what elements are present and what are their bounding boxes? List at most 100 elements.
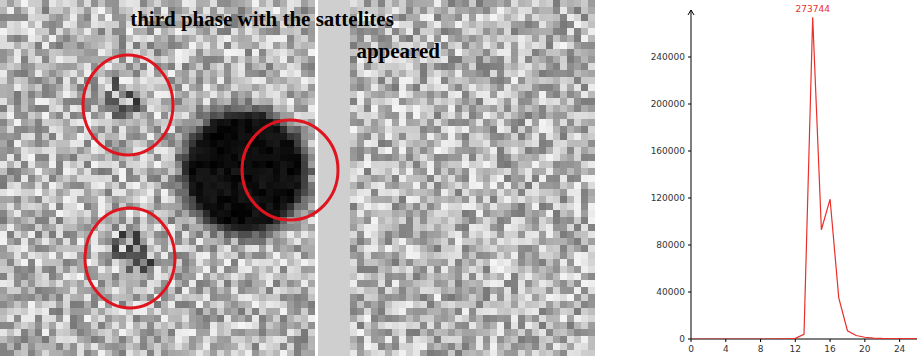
- pixel: [126, 63, 133, 70]
- pixel: [399, 14, 406, 21]
- pixel: [28, 7, 35, 14]
- pixel: [588, 119, 595, 126]
- pixel: [455, 35, 462, 42]
- pixel: [21, 28, 28, 35]
- pixel: [539, 154, 546, 161]
- pixel: [532, 49, 539, 56]
- pixel: [105, 133, 112, 140]
- pixel: [301, 161, 308, 168]
- pixel: [280, 77, 287, 84]
- pixel: [581, 112, 588, 119]
- pixel: [567, 147, 574, 154]
- pixel: [434, 154, 441, 161]
- pixel: [518, 168, 525, 175]
- pixel: [175, 84, 182, 91]
- pixel: [224, 126, 231, 133]
- pixel: [490, 91, 497, 98]
- pixel: [504, 133, 511, 140]
- pixel: [357, 112, 364, 119]
- pixel: [119, 140, 126, 147]
- pixel: [217, 49, 224, 56]
- pixel: [497, 154, 504, 161]
- pixel: [168, 154, 175, 161]
- pixel: [490, 63, 497, 70]
- pixel: [434, 112, 441, 119]
- pixel: [350, 133, 357, 140]
- pixel: [287, 42, 294, 49]
- pixel: [581, 91, 588, 98]
- pixel: [385, 119, 392, 126]
- pixel: [462, 0, 469, 7]
- pixel: [574, 133, 581, 140]
- pixel: [483, 126, 490, 133]
- pixel: [28, 35, 35, 42]
- pixel: [7, 126, 14, 133]
- pixel: [455, 70, 462, 77]
- pixel: [266, 147, 273, 154]
- pixel: [560, 63, 567, 70]
- pixel: [56, 0, 63, 7]
- pixel: [77, 140, 84, 147]
- pixel: [406, 70, 413, 77]
- pixel: [98, 21, 105, 28]
- pixel: [378, 168, 385, 175]
- pixel: [126, 168, 133, 175]
- pixel: [119, 133, 126, 140]
- pixel: [378, 77, 385, 84]
- pixel: [364, 154, 371, 161]
- pixel: [182, 63, 189, 70]
- pixel: [539, 49, 546, 56]
- pixel: [7, 168, 14, 175]
- pixel: [399, 105, 406, 112]
- pixel: [392, 168, 399, 175]
- pixel: [406, 77, 413, 84]
- pixel: [476, 98, 483, 105]
- pixel: [413, 98, 420, 105]
- pixel: [546, 35, 553, 42]
- pixel: [238, 98, 245, 105]
- pixel: [147, 133, 154, 140]
- pixel: [0, 91, 7, 98]
- pixel: [567, 21, 574, 28]
- pixel: [161, 63, 168, 70]
- pixel: [434, 133, 441, 140]
- pixel: [280, 84, 287, 91]
- pixel: [154, 105, 161, 112]
- pixel: [210, 112, 217, 119]
- pixel: [385, 70, 392, 77]
- pixel: [77, 77, 84, 84]
- pixel: [546, 84, 553, 91]
- pixel: [245, 161, 252, 168]
- pixel: [308, 42, 315, 49]
- pixel: [385, 112, 392, 119]
- pixel: [462, 70, 469, 77]
- pixel: [392, 91, 399, 98]
- pixel: [490, 42, 497, 49]
- pixel: [42, 91, 49, 98]
- pixel: [308, 133, 315, 140]
- pixel: [14, 126, 21, 133]
- pixel: [259, 119, 266, 126]
- pixel: [504, 105, 511, 112]
- pixel: [308, 154, 315, 161]
- pixel: [252, 35, 259, 42]
- pixel: [84, 28, 91, 35]
- pixel: [154, 154, 161, 161]
- pixel: [196, 147, 203, 154]
- pixel: [182, 42, 189, 49]
- pixel: [504, 0, 511, 7]
- pixel: [504, 7, 511, 14]
- pixel: [63, 77, 70, 84]
- pixel: [245, 56, 252, 63]
- pixel: [588, 0, 595, 7]
- pixel: [448, 98, 455, 105]
- pixel: [231, 105, 238, 112]
- pixel: [308, 147, 315, 154]
- pixel: [280, 154, 287, 161]
- pixel: [196, 0, 203, 7]
- pixel: [504, 42, 511, 49]
- pixel: [581, 56, 588, 63]
- pixel: [308, 161, 315, 168]
- pixel: [511, 63, 518, 70]
- pixel: [133, 77, 140, 84]
